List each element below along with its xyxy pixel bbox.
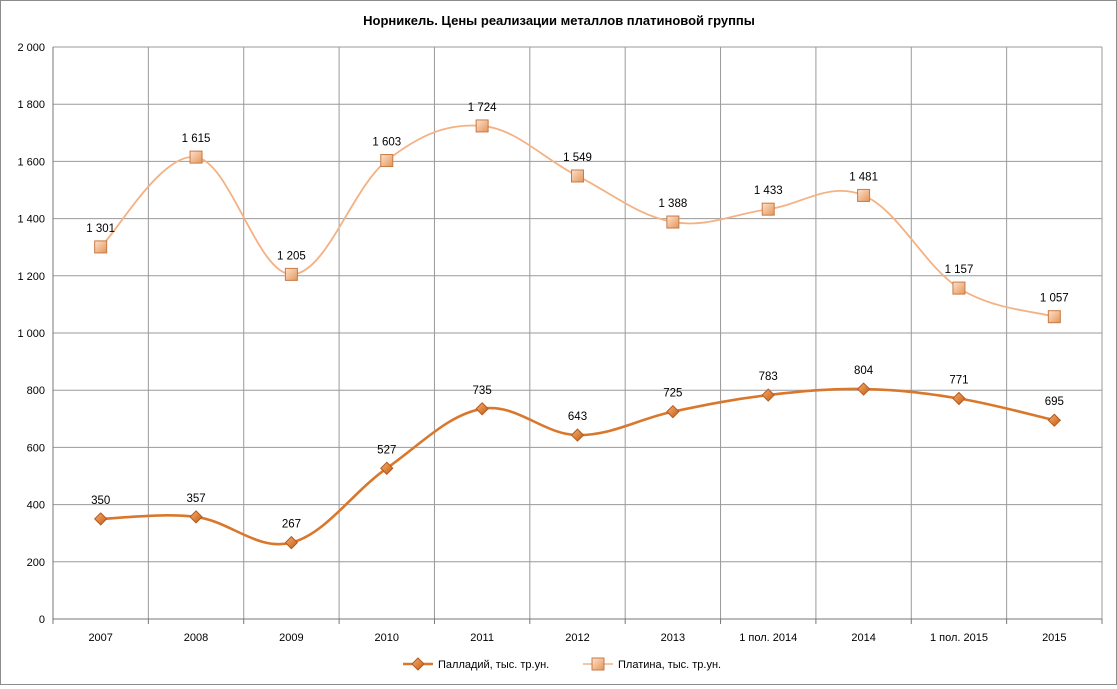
legend-marker — [411, 657, 425, 671]
data-label: 783 — [759, 371, 778, 383]
data-label: 1 433 — [754, 185, 783, 197]
x-tick-label: 2014 — [851, 632, 875, 644]
data-point — [570, 428, 585, 442]
data-point — [284, 535, 299, 550]
data-point — [380, 461, 394, 475]
data-point — [1047, 310, 1061, 324]
y-tick-label: 1 200 — [17, 271, 45, 283]
y-tick-label: 400 — [27, 500, 45, 512]
data-label: 725 — [663, 388, 682, 400]
x-tick-label: 1 пол. 2015 — [930, 632, 988, 644]
data-point — [666, 215, 680, 229]
data-point — [952, 391, 966, 406]
data-point — [475, 119, 489, 133]
x-tick-label: 2013 — [661, 632, 685, 644]
data-label: 1 481 — [849, 171, 878, 183]
data-label: 735 — [473, 385, 492, 397]
series-line-0 — [100, 387, 1055, 546]
data-label: 1 205 — [277, 250, 306, 262]
x-tick-label: 2012 — [565, 632, 589, 644]
data-point — [284, 267, 298, 281]
data-point — [189, 510, 203, 524]
y-tick-label: 1 000 — [17, 328, 45, 340]
x-tick-label: 2011 — [470, 632, 494, 644]
data-label: 1 057 — [1040, 293, 1069, 305]
x-tick-label: 2008 — [184, 632, 208, 644]
x-tick-label: 2007 — [88, 632, 112, 644]
data-label: 1 301 — [86, 223, 115, 235]
series-line-1 — [100, 124, 1055, 318]
legend-label: Платина, тыс. тр.ун. — [618, 659, 721, 671]
data-point — [189, 150, 203, 164]
x-tick-label: 2015 — [1042, 632, 1066, 644]
data-label: 1 724 — [468, 102, 497, 114]
data-point — [1047, 413, 1062, 427]
x-tick-label: 2009 — [279, 632, 303, 644]
data-label: 771 — [949, 374, 968, 386]
y-tick-label: 1 800 — [17, 99, 45, 111]
y-tick-label: 800 — [27, 385, 45, 397]
x-tick-label: 1 пол. 2014 — [739, 632, 797, 644]
data-point — [475, 402, 489, 416]
data-point — [761, 202, 775, 216]
data-point — [94, 240, 108, 254]
data-point — [856, 382, 871, 396]
y-tick-label: 2 000 — [17, 42, 45, 54]
data-label: 804 — [854, 365, 874, 377]
data-label: 350 — [91, 495, 110, 507]
data-point — [571, 169, 584, 183]
data-point — [380, 154, 394, 168]
data-label: 1 388 — [658, 198, 687, 210]
y-tick-label: 0 — [39, 614, 45, 626]
y-tick-label: 1 600 — [17, 156, 45, 168]
x-tick-label: 2010 — [375, 632, 399, 644]
y-tick-label: 200 — [27, 557, 45, 569]
data-label: 1 157 — [945, 264, 974, 276]
data-label: 643 — [568, 411, 587, 423]
data-point — [761, 388, 775, 402]
data-label: 357 — [186, 493, 205, 505]
data-point — [857, 188, 871, 202]
data-label: 527 — [377, 444, 396, 456]
data-label: 1 603 — [372, 137, 401, 149]
legend-marker — [591, 657, 605, 671]
data-label: 1 549 — [563, 152, 592, 164]
data-label: 695 — [1045, 396, 1064, 408]
data-point — [93, 512, 108, 526]
data-point — [666, 404, 680, 419]
legend-label: Палладий, тыс. тр.ун. — [438, 659, 549, 671]
y-tick-label: 600 — [27, 442, 45, 454]
y-tick-label: 1 400 — [17, 214, 45, 226]
data-point — [952, 281, 966, 295]
chart-title: Норникель. Цены реализации металлов плат… — [363, 13, 755, 28]
data-label: 267 — [282, 519, 301, 531]
data-label: 1 615 — [182, 133, 211, 145]
